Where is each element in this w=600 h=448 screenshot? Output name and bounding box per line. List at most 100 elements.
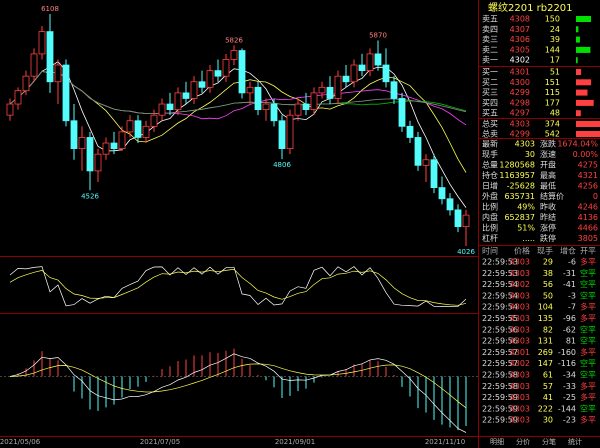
- tick-cell: -33: [563, 382, 576, 391]
- candle-body: [390, 81, 398, 99]
- tick-cell: 空平: [580, 324, 596, 334]
- tick-cell: 空平: [580, 403, 596, 413]
- candle-body: [326, 86, 334, 99]
- candle-body: [54, 64, 62, 83]
- candle-body: [246, 86, 254, 94]
- candle-body: [150, 114, 158, 127]
- date-label: 2021/07/05: [140, 438, 180, 446]
- volume-bar: [576, 131, 600, 137]
- tick-cell: 4302: [510, 280, 530, 289]
- tick-cell: 22:59:55: [482, 314, 518, 323]
- tick-cell: 29: [543, 258, 553, 267]
- candle-body: [294, 103, 302, 116]
- tick-cell: -3: [568, 291, 576, 300]
- tick-cell: 22:59:54: [482, 280, 518, 289]
- tick-cell: 22:59:54: [482, 303, 518, 312]
- tick-cell: 4303: [510, 393, 530, 402]
- price-annotation: 4026: [457, 248, 475, 256]
- candle-body: [438, 187, 446, 200]
- book-volume: 151: [545, 78, 560, 87]
- tick-cell: 22:59:57: [482, 359, 518, 368]
- volume-bar: [576, 36, 580, 43]
- tick-cell: -34: [563, 371, 576, 380]
- candle-body: [30, 53, 38, 77]
- stat-label: 最高: [540, 170, 556, 180]
- tick-cell: 22:59:59: [482, 416, 518, 425]
- tick-cell: 4303: [510, 404, 530, 413]
- tick-cell: 空平: [580, 268, 596, 278]
- stat-value: 1280568: [499, 161, 535, 170]
- panel-tab[interactable]: 统计: [568, 437, 582, 446]
- stat-label: 结算价: [540, 191, 564, 201]
- moving-average: [9, 61, 467, 208]
- candle-body: [278, 120, 286, 150]
- stat-label: 内盘: [482, 212, 498, 222]
- candle-body: [174, 92, 182, 111]
- tick-cell: -7: [568, 303, 576, 312]
- candle-body: [350, 64, 358, 83]
- candle-body: [118, 131, 126, 150]
- candle-body: [446, 198, 454, 211]
- candle-body: [78, 137, 86, 150]
- tick-cell: -160: [558, 348, 576, 357]
- tick-cell: -96: [563, 314, 576, 323]
- date-label: 2021/11/10: [425, 438, 465, 446]
- stat-label: 昨结: [540, 212, 556, 222]
- book-label: 卖一: [482, 56, 498, 65]
- tick-header: 现手: [537, 246, 553, 256]
- tick-cell: -31: [563, 269, 576, 278]
- book-label: 买三: [482, 88, 498, 97]
- tick-cell: 4301: [510, 348, 530, 357]
- volume-bar: [576, 57, 578, 64]
- tick-header: 价格: [514, 246, 530, 256]
- price-annotation: 5870: [369, 32, 387, 40]
- volume-bar: [576, 121, 600, 127]
- candle-body: [310, 92, 318, 111]
- tick-cell: 56: [543, 280, 553, 289]
- candle-body: [110, 142, 118, 150]
- book-volume: 24: [550, 25, 560, 34]
- book-label: 卖四: [482, 25, 498, 34]
- book-price: 4303: [510, 120, 530, 129]
- macd-line: [9, 363, 467, 409]
- candle-body: [142, 125, 150, 138]
- tick-cell: 22:59:59: [482, 393, 518, 402]
- stat-value: 0: [593, 192, 598, 201]
- tick-cell: 空平: [580, 358, 596, 368]
- stat-value: 30: [525, 150, 535, 159]
- candle-body: [14, 90, 22, 105]
- book-volume: 542: [545, 130, 560, 139]
- candle-body: [238, 50, 246, 94]
- panel-tab[interactable]: 分价: [516, 437, 530, 446]
- stat-value: 1674.04%: [557, 140, 598, 149]
- book-label: 卖五: [482, 15, 498, 24]
- tick-cell: 81: [566, 337, 576, 346]
- tick-cell: -116: [558, 359, 576, 368]
- tick-cell: 空平: [580, 290, 596, 300]
- candle-body: [198, 81, 206, 88]
- book-price: 4298: [510, 98, 530, 107]
- candle-body: [414, 137, 422, 166]
- stat-value: 4466: [578, 224, 598, 233]
- stat-value: -25628: [507, 182, 535, 191]
- book-label: 总买: [482, 119, 498, 129]
- tick-header: 增仓: [560, 246, 576, 256]
- book-volume: 150: [545, 15, 560, 24]
- tick-cell: -25: [563, 393, 576, 402]
- candle-body: [22, 75, 30, 92]
- book-price: 4297: [510, 109, 530, 118]
- instrument-title: 螺纹2201 rb2201: [488, 1, 573, 14]
- tick-cell: 22:59:59: [482, 404, 518, 413]
- book-volume: 39: [550, 35, 560, 44]
- tick-cell: 4303: [510, 269, 530, 278]
- panel-tab[interactable]: 明细: [490, 437, 504, 446]
- date-label: 2021/05/06: [0, 438, 41, 446]
- book-label: 卖二: [482, 45, 498, 54]
- panel-tab[interactable]: 分笔: [542, 437, 556, 446]
- tick-cell: 多平: [580, 257, 596, 267]
- book-volume: 115: [545, 88, 560, 97]
- candle-body: [38, 31, 46, 55]
- tick-cell: 30: [543, 416, 553, 425]
- candle-body: [230, 50, 238, 60]
- tick-cell: 空平: [580, 336, 596, 346]
